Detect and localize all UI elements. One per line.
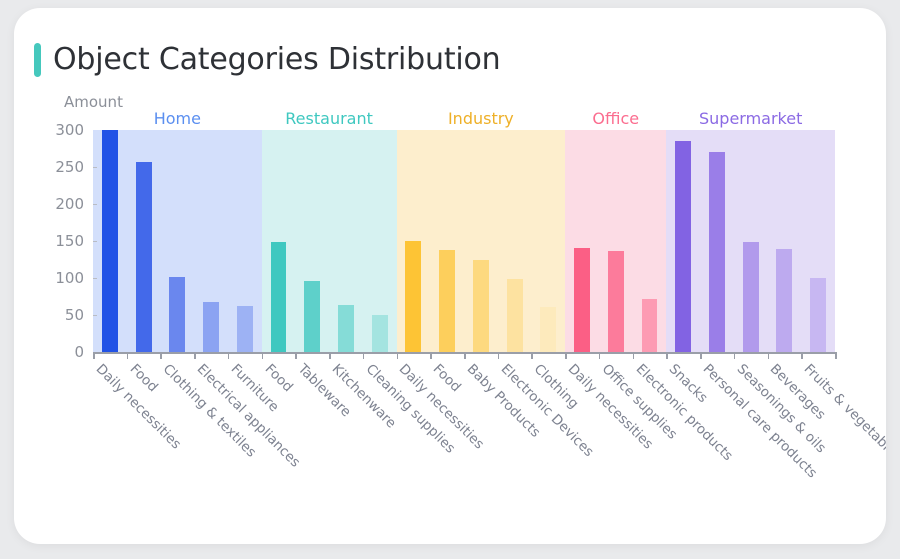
- bar[interactable]: [472, 259, 489, 352]
- y-gridtick: [93, 315, 97, 316]
- x-axis-tick: [160, 352, 162, 359]
- group-label-home: Home: [153, 109, 201, 128]
- bar[interactable]: [371, 315, 388, 352]
- x-axis-tick: [396, 352, 399, 359]
- x-axis-tick: [497, 352, 500, 359]
- bar[interactable]: [709, 152, 725, 352]
- group-label-restaurant: Restaurant: [285, 109, 373, 128]
- y-gridtick: [93, 278, 97, 279]
- bar[interactable]: [135, 161, 152, 352]
- bar[interactable]: [506, 279, 523, 352]
- bar[interactable]: [101, 130, 118, 352]
- bar[interactable]: [236, 306, 253, 352]
- y-tick-label: 50: [64, 306, 84, 324]
- group-label-supermarket: Supermarket: [698, 109, 803, 128]
- x-axis-tick: [835, 352, 837, 359]
- x-axis-tick: [126, 352, 129, 359]
- bar[interactable]: [607, 250, 624, 352]
- y-tick-label: 150: [55, 232, 84, 250]
- x-axis-tick: [93, 352, 95, 359]
- chart-card: Object Categories Distribution Amount Ho…: [14, 8, 886, 544]
- y-tick-label: 100: [55, 269, 84, 287]
- plot-area: [93, 130, 835, 352]
- y-gridtick: [93, 167, 97, 168]
- page-title: Object Categories Distribution: [53, 42, 501, 77]
- bar[interactable]: [270, 242, 287, 352]
- y-gridtick: [93, 204, 97, 205]
- x-axis-tick: [362, 352, 365, 359]
- y-tick-label: 250: [55, 158, 84, 176]
- bar[interactable]: [540, 306, 557, 352]
- x-axis-tick: [261, 352, 264, 359]
- y-gridtick: [93, 241, 97, 242]
- x-axis-tick: [666, 352, 668, 359]
- bar[interactable]: [641, 298, 658, 352]
- x-axis-tick: [632, 352, 635, 359]
- group-label-industry: Industry: [447, 109, 514, 128]
- bar[interactable]: [776, 249, 793, 352]
- bar[interactable]: [338, 305, 354, 352]
- x-axis-tick: [801, 352, 803, 359]
- bar[interactable]: [439, 249, 456, 352]
- y-axis-title: Amount: [64, 93, 123, 111]
- x-axis-tick: [598, 352, 601, 359]
- x-axis-tick: [227, 352, 230, 359]
- x-axis-tick: [531, 352, 533, 359]
- bar[interactable]: [304, 280, 321, 352]
- chart-header: Object Categories Distribution: [34, 42, 501, 77]
- bar[interactable]: [405, 241, 422, 352]
- title-accent-bar: [34, 42, 41, 77]
- bar[interactable]: [742, 242, 759, 352]
- x-axis-tick: [700, 352, 702, 359]
- bar[interactable]: [675, 141, 692, 352]
- x-axis-tick: [565, 352, 567, 359]
- bar[interactable]: [810, 278, 827, 352]
- bar[interactable]: [169, 277, 186, 352]
- x-axis-tick: [194, 352, 196, 359]
- x-axis-tick: [767, 352, 770, 359]
- x-axis-tick: [430, 352, 432, 359]
- y-tick-label: 300: [55, 121, 84, 139]
- x-axis-tick: [329, 352, 331, 359]
- x-axis-tick: [733, 352, 736, 359]
- group-label-office: Office: [592, 109, 640, 128]
- y-tick-label: 200: [55, 195, 84, 213]
- x-axis-tick: [295, 352, 297, 359]
- bar[interactable]: [203, 302, 219, 352]
- x-axis-tick: [464, 352, 466, 359]
- bar[interactable]: [574, 247, 590, 352]
- y-tick-label: 0: [74, 343, 84, 361]
